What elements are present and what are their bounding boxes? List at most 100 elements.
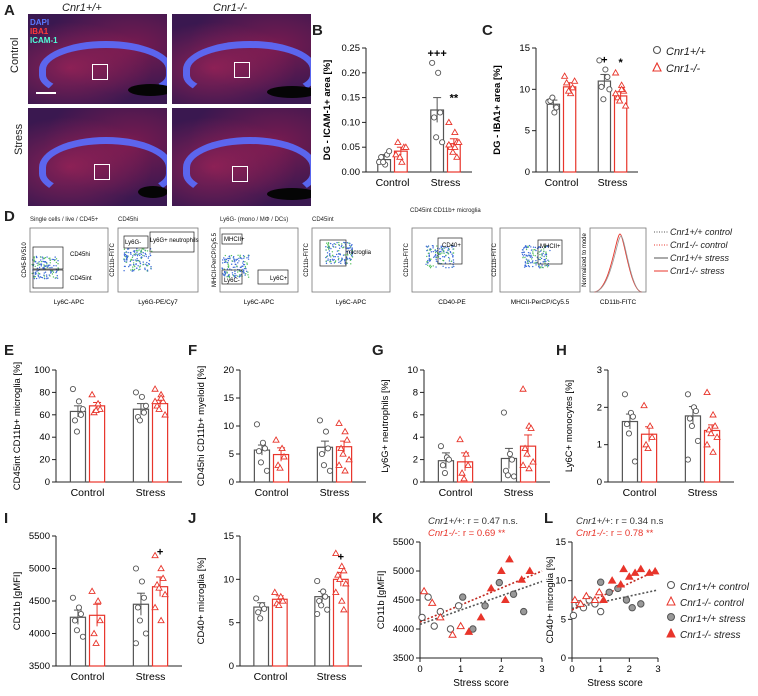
point-g-1-1-3 bbox=[521, 444, 529, 452]
x-tick-label-i-0: Control bbox=[71, 671, 105, 683]
flow-event bbox=[49, 262, 51, 264]
flow-event bbox=[132, 262, 135, 264]
legend-wt-control: Cnr1+/+ control bbox=[666, 580, 749, 596]
point-k-1-2 bbox=[435, 612, 445, 621]
flow-event bbox=[123, 255, 126, 257]
flow-event bbox=[234, 272, 236, 275]
flow-event bbox=[124, 260, 126, 263]
x-tick-label-h-1: Stress bbox=[688, 487, 718, 499]
flow-event bbox=[546, 245, 548, 247]
flow-event bbox=[224, 274, 226, 276]
flow-event bbox=[225, 260, 227, 262]
significance-i-0: + bbox=[157, 547, 163, 559]
flow-event bbox=[443, 256, 446, 258]
flow-event bbox=[41, 256, 44, 258]
flow-event bbox=[224, 272, 227, 275]
flow-plot-3 bbox=[219, 227, 299, 293]
flow-event bbox=[228, 273, 230, 276]
point-e-1-1-6 bbox=[151, 397, 159, 405]
flow-event bbox=[439, 257, 441, 260]
flow-event bbox=[57, 263, 59, 265]
flow-event bbox=[130, 264, 132, 266]
flow-event bbox=[51, 266, 53, 269]
y-tick-label-k-3: 5000 bbox=[393, 566, 414, 577]
y-axis-label-i: CD11b [gMFI] bbox=[12, 572, 23, 630]
point-h-1-1-2 bbox=[711, 422, 719, 429]
flow-event bbox=[57, 267, 59, 269]
flow-event bbox=[223, 270, 226, 273]
flow-event bbox=[44, 256, 47, 259]
point-c-1-0-1 bbox=[602, 66, 609, 73]
flow-event bbox=[142, 254, 144, 257]
flow-event bbox=[444, 262, 447, 264]
flow-event bbox=[133, 251, 136, 253]
flow-y-label-2: CD11b-FITC bbox=[110, 243, 116, 277]
flow-event bbox=[36, 270, 38, 272]
y-tick-label-e-5: 100 bbox=[34, 365, 50, 376]
gate-box-2 bbox=[123, 235, 149, 249]
flow-event bbox=[327, 242, 330, 244]
flow-event bbox=[232, 256, 235, 258]
point-f-1-1-7 bbox=[341, 466, 349, 474]
flow-event bbox=[223, 271, 226, 274]
flow-event bbox=[530, 246, 532, 248]
flow-event bbox=[448, 267, 450, 269]
stats-genotype: Cnr1+/+ bbox=[428, 516, 463, 527]
flow-event bbox=[226, 268, 229, 270]
flow-event bbox=[522, 255, 525, 257]
point-f-1-0-3 bbox=[318, 450, 325, 458]
flow-event bbox=[37, 275, 40, 277]
flow-event bbox=[233, 258, 235, 260]
flow-event bbox=[445, 246, 447, 249]
flow-event bbox=[532, 246, 535, 248]
y-axis-label-l: CD40+ microglia [%] bbox=[545, 557, 556, 644]
stats-value: : r = 0.34 n.s. bbox=[610, 516, 664, 527]
flow-event bbox=[531, 256, 533, 259]
flow-event bbox=[53, 259, 56, 262]
point-c-1-1-6 bbox=[611, 89, 620, 97]
point-l-2-3 bbox=[622, 596, 631, 604]
dotted-line-icon bbox=[654, 244, 668, 246]
flow-event bbox=[528, 259, 530, 261]
flow-event bbox=[232, 257, 235, 259]
flow-event bbox=[46, 256, 48, 258]
flow-event bbox=[524, 256, 526, 259]
point-h-1-1-7 bbox=[709, 448, 717, 455]
flow-event bbox=[233, 259, 236, 262]
point-g-1-1-2 bbox=[527, 424, 535, 431]
flow-event bbox=[34, 273, 37, 275]
point-l-2-4 bbox=[628, 604, 636, 612]
flow-event bbox=[247, 274, 249, 276]
y-tick-label-b-4: 0.20 bbox=[342, 68, 361, 79]
point-c-1-0-0 bbox=[596, 57, 603, 64]
chart-microglia: 0 20 40 60 80 100 CD45int CD11b+ microglia [%]… bbox=[12, 362, 182, 499]
flow-event bbox=[332, 259, 334, 262]
point-f-1-0-5 bbox=[326, 467, 333, 474]
flow-event bbox=[221, 262, 224, 264]
point-e-1-0-0 bbox=[132, 389, 139, 396]
flow-event bbox=[340, 245, 343, 248]
flow-event bbox=[351, 247, 353, 249]
flow-event bbox=[528, 260, 531, 263]
flow-event bbox=[350, 245, 353, 247]
flow-event bbox=[544, 245, 546, 248]
point-h-1-1-1 bbox=[709, 410, 717, 418]
flow-event bbox=[432, 265, 434, 267]
x-tick-label-l-1: 1 bbox=[598, 664, 603, 675]
flow-event bbox=[231, 272, 234, 274]
point-k-2-3 bbox=[495, 578, 504, 587]
flow-event bbox=[131, 270, 133, 272]
flow-event bbox=[532, 260, 534, 262]
flow-event bbox=[338, 249, 340, 252]
y-axis-label-g: Ly6G+ neutrophils [%] bbox=[380, 379, 391, 472]
gate-box-4 bbox=[221, 233, 243, 245]
flow-x-label-6: MHCII-PerCP/Cy5.5 bbox=[511, 299, 570, 306]
flow-event bbox=[427, 252, 430, 255]
gate-label-3: Ly6G+ neutrophils bbox=[150, 238, 199, 244]
y-tick-label-e-0: 0 bbox=[45, 477, 50, 488]
flow-event bbox=[535, 261, 537, 264]
flow-event bbox=[141, 256, 143, 259]
point-g-1-1-0 bbox=[519, 385, 527, 392]
flow-event bbox=[236, 265, 238, 267]
flow-event bbox=[336, 241, 338, 244]
